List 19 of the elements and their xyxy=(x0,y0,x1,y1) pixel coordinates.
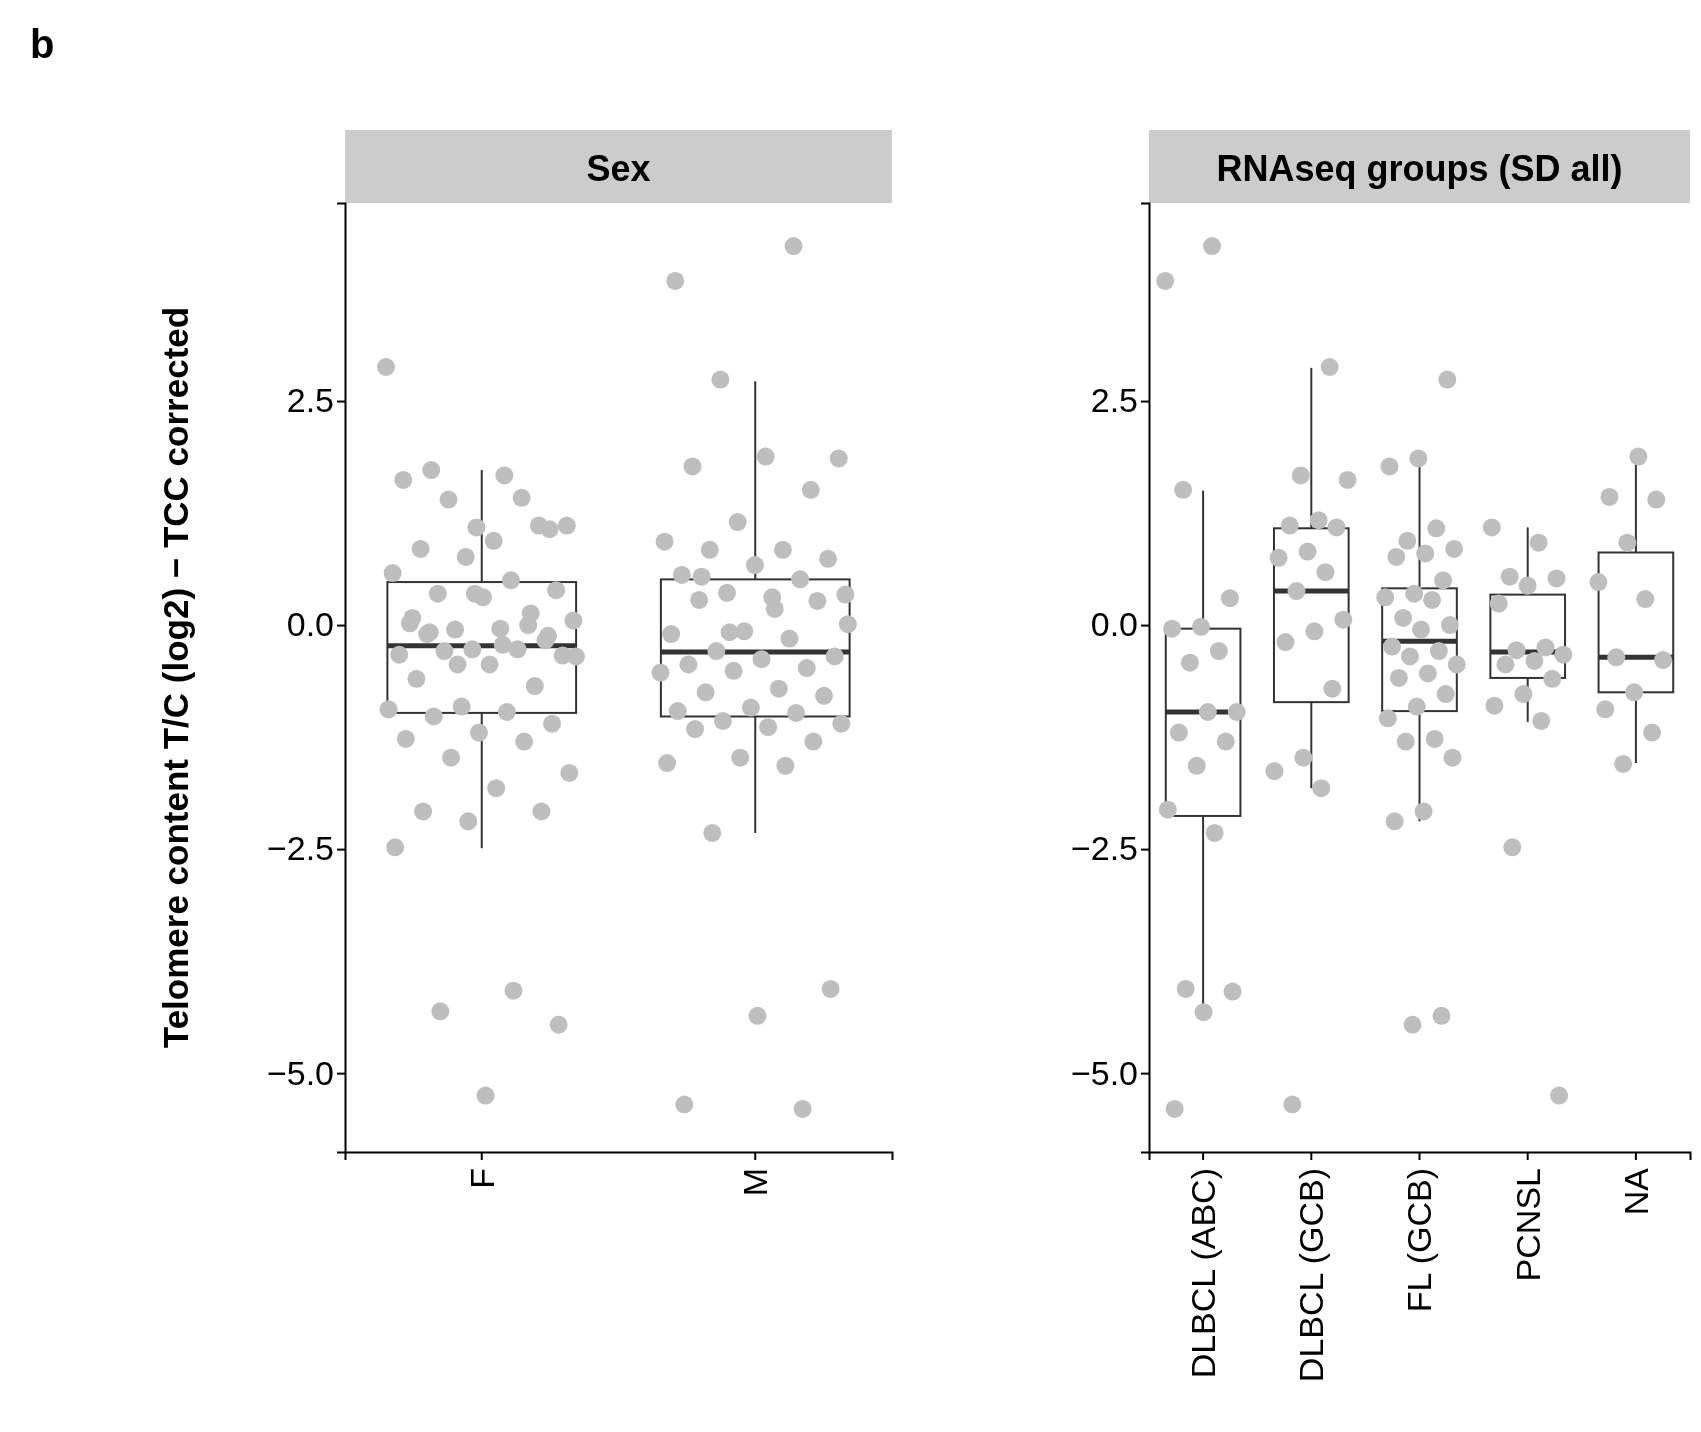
y-tick-label: 2.5 xyxy=(1090,381,1138,420)
y-tick-label: 2.5 xyxy=(286,381,334,420)
x-tick-label: DLBCL (GCB) xyxy=(1292,1168,1331,1383)
x-tick-label: NA xyxy=(1616,1167,1655,1216)
y-tick-label: 0.0 xyxy=(286,605,334,644)
y-tick-label: −5.0 xyxy=(1070,1053,1138,1092)
y-tick-label: 0.0 xyxy=(1090,605,1138,644)
y-tick-label: −2.5 xyxy=(1070,829,1138,868)
chart-title: RNAseq groups (SD all) xyxy=(1216,148,1623,189)
y-tick-label: −2.5 xyxy=(266,829,334,868)
x-tick-label: F xyxy=(462,1168,501,1189)
text: b xyxy=(30,22,55,66)
x-tick-label: FL (GCB) xyxy=(1400,1168,1439,1313)
y-axis-title: Telomere content T/C (log2) − TCC corrected xyxy=(156,306,195,1049)
x-tick-label: M xyxy=(736,1168,775,1197)
chart-title: Sex xyxy=(586,148,651,189)
y-tick-label: −5.0 xyxy=(266,1053,334,1092)
x-tick-label: DLBCL (ABC) xyxy=(1184,1168,1222,1379)
x-tick-label: PCNSL xyxy=(1508,1168,1547,1282)
